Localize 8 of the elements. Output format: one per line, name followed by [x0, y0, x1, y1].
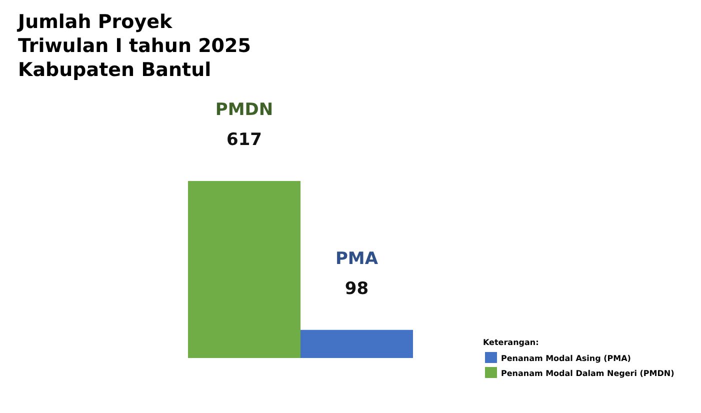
- text: Penanam Modal Asing (PMA): [501, 354, 631, 363]
- legend-title: Keterangan:: [483, 338, 539, 347]
- text: PMDN: [215, 100, 274, 120]
- data-label: 617: [226, 130, 262, 150]
- annotation: PMA: [335, 248, 379, 269]
- text: Penanam Modal Dalam Negeri (PMDN): [501, 369, 674, 378]
- data-label: 98: [344, 278, 369, 299]
- chart-title: Jumlah Proyek Triwulan I tahun 2025 Kabupaten Bantul: [16, 11, 251, 81]
